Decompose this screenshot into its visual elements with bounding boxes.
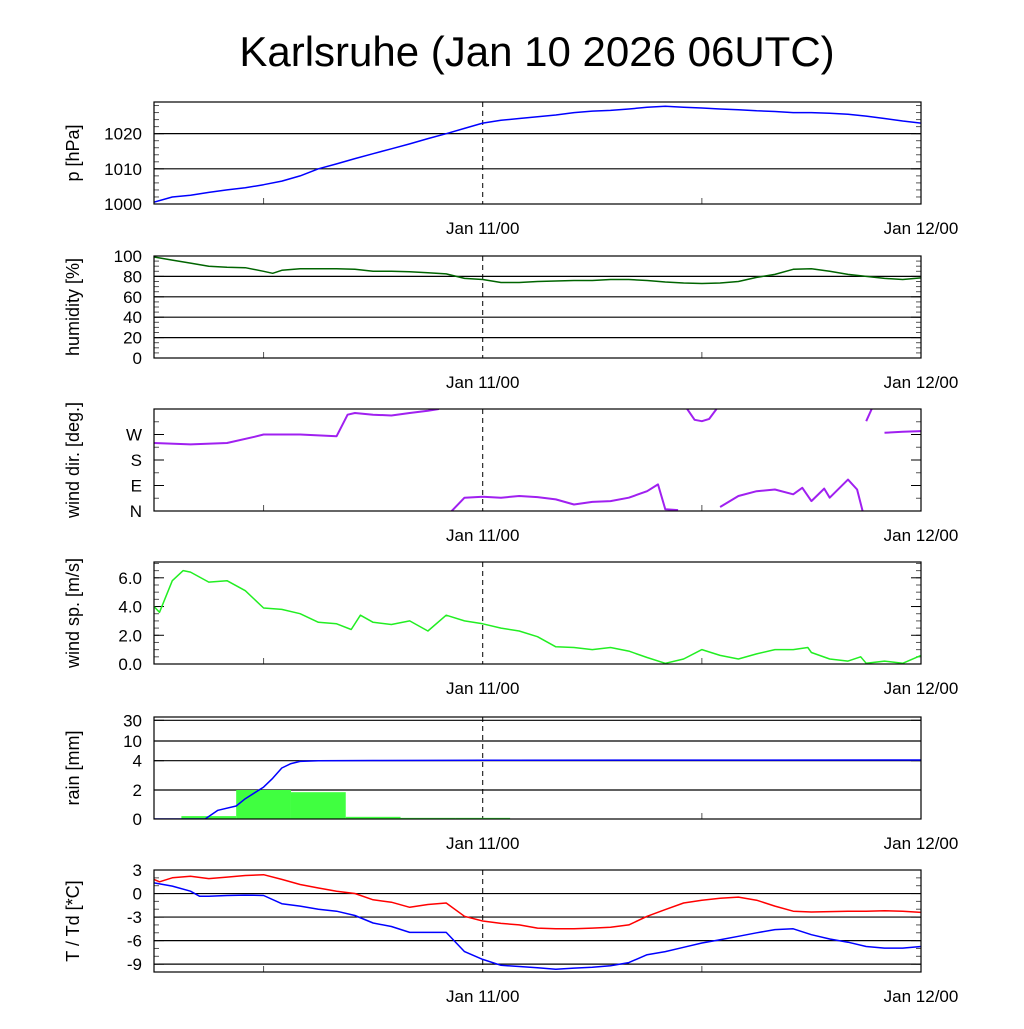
y-tick-label: 4: [133, 752, 142, 771]
plot-area-wind_direction: [154, 409, 921, 511]
panel-temperature: -9 -6 -3 0 3 Jan 11/00 Jan 12/00 T / Td [*C]: [63, 861, 958, 1006]
panel-wind_speed: 0.0 2.0 4.0 6.0 Jan 11/00 Jan 12/00 wind sp. […: [63, 558, 958, 698]
series-line-wind-direction: [719, 478, 864, 511]
y-tick-label: 100: [114, 247, 142, 266]
series-line-humidity: [154, 256, 921, 285]
x-tick-label: Jan 11/00: [446, 987, 519, 1006]
y-axis-label: T / Td [*C]: [63, 880, 83, 961]
y-tick-label: -3: [127, 908, 142, 927]
series-line-wind-speed: [154, 569, 921, 664]
panel-frame: [153, 869, 922, 973]
y-tick-label: 60: [123, 288, 142, 307]
y-tick-label: 80: [123, 267, 142, 286]
x-tick-label: Jan 11/00: [446, 834, 519, 853]
y-tick-label: 4.0: [118, 598, 142, 617]
x-tick-label: Jan 12/00: [884, 219, 959, 238]
series-line-pressure: [154, 105, 921, 203]
x-tick-label: Jan 11/00: [446, 679, 519, 698]
y-tick-label: 3: [133, 861, 142, 880]
x-tick-label: Jan 12/00: [884, 679, 959, 698]
y-tick-label: S: [131, 451, 142, 470]
plot-area-temperature: [154, 873, 921, 971]
y-tick-label: N: [130, 502, 142, 521]
series-line-wind-direction: [154, 409, 440, 446]
y-tick-label: 0: [133, 885, 142, 904]
series-line-td: [154, 882, 921, 971]
rain-bar: [181, 816, 237, 819]
y-tick-label: 6.0: [118, 569, 142, 588]
chart-title: Karlsruhe (Jan 10 2026 06UTC): [239, 28, 834, 75]
y-tick-label: -9: [127, 955, 142, 974]
series-line-wind-direction: [686, 409, 718, 423]
y-tick-label: E: [131, 477, 142, 496]
panel-frame: [153, 101, 922, 205]
plot-area-wind_speed: [154, 569, 921, 664]
plot-area-humidity: [154, 256, 921, 285]
y-axis-label: p [hPa]: [63, 124, 83, 181]
y-tick-label: 0: [133, 810, 142, 829]
series-line-wind-direction: [865, 409, 873, 422]
x-tick-label: Jan 12/00: [884, 834, 959, 853]
y-tick-label: 20: [123, 329, 142, 348]
panel-rain: 0 2 410 30 Jan 11/00 Jan 12/00 rain [mm]: [63, 711, 958, 853]
panel-frame: [153, 716, 922, 820]
series-line-wind-direction: [884, 430, 921, 434]
y-tick-label: -6: [127, 932, 142, 951]
rain-bar: [236, 790, 291, 819]
y-tick-label: 0: [133, 349, 142, 368]
y-tick-label: 10: [123, 732, 142, 751]
plot-area-pressure: [154, 105, 921, 203]
y-tick-label: 0.0: [118, 655, 142, 674]
series-line-wind-direction: [450, 483, 679, 511]
x-tick-label: Jan 11/00: [446, 526, 519, 545]
panel-pressure: 1000 1010 1020 Jan 11/00 Jan 12/00 p [hPa]: [63, 101, 959, 238]
y-axis-label: humidity [%]: [63, 258, 83, 356]
y-tick-label: W: [126, 426, 142, 445]
x-tick-label: Jan 11/00: [446, 373, 519, 392]
y-tick-label: 1020: [104, 125, 142, 144]
x-tick-label: Jan 12/00: [884, 526, 959, 545]
series-line-t: [154, 873, 921, 930]
rain-bar: [290, 792, 346, 819]
panel-frame: [153, 255, 922, 359]
y-tick-label: 2: [133, 781, 142, 800]
x-tick-label: Jan 11/00: [446, 219, 519, 238]
y-tick-label: 2.0: [118, 626, 142, 645]
y-axis-label: wind dir. [deg.]: [63, 402, 83, 519]
panel-frame: [153, 408, 922, 512]
y-tick-label: 1010: [104, 160, 142, 179]
plot-area-rain: [154, 759, 921, 819]
y-tick-label: 40: [123, 308, 142, 327]
rain-bar: [345, 816, 401, 819]
x-tick-label: Jan 12/00: [884, 373, 959, 392]
x-tick-label: Jan 12/00: [884, 987, 959, 1006]
panel-frame: [153, 561, 922, 665]
y-axis-label: wind sp. [m/s]: [63, 558, 83, 669]
series-line-accumulated-rain: [154, 759, 921, 819]
y-tick-label: 30: [123, 711, 142, 730]
y-axis-label: rain [mm]: [63, 730, 83, 805]
y-tick-label: 1000: [104, 195, 142, 214]
